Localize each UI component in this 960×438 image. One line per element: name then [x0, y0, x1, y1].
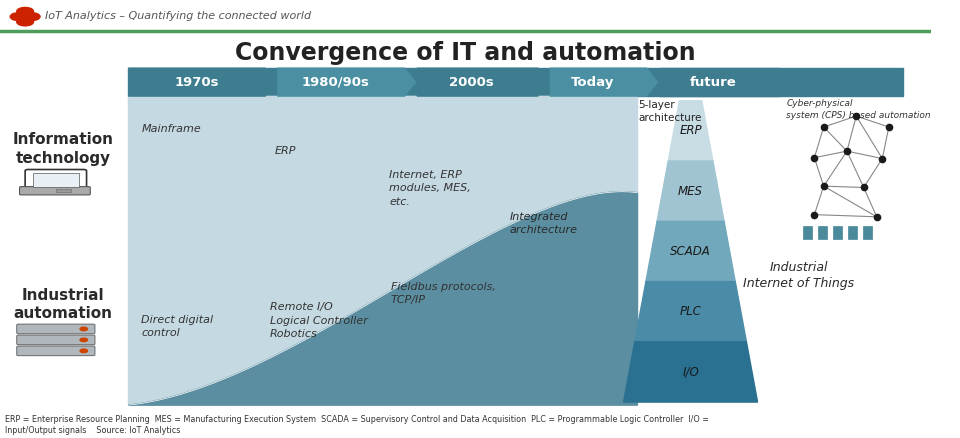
Text: Integrated
architecture: Integrated architecture	[510, 212, 578, 235]
Circle shape	[80, 338, 87, 342]
Text: 1980/90s: 1980/90s	[301, 76, 369, 88]
Text: Direct digital
control: Direct digital control	[141, 315, 213, 338]
Text: Convergence of IT and automation: Convergence of IT and automation	[235, 41, 696, 64]
Bar	[659, 68, 780, 96]
Bar	[863, 226, 872, 239]
Polygon shape	[129, 96, 637, 405]
FancyBboxPatch shape	[16, 335, 95, 345]
Text: 5-layer
architecture: 5-layer architecture	[638, 100, 702, 123]
Text: Cyber-physical
system (CPS) based automation: Cyber-physical system (CPS) based automa…	[786, 99, 931, 120]
Text: Information
technology: Information technology	[12, 132, 114, 166]
Text: Industrial
Internet of Things: Industrial Internet of Things	[743, 261, 854, 290]
Text: I/O: I/O	[683, 365, 699, 378]
Text: 1970s: 1970s	[175, 76, 219, 88]
Polygon shape	[129, 192, 637, 405]
Polygon shape	[646, 221, 735, 282]
Bar	[56, 189, 71, 192]
Text: ERP = Enterprise Resource Planning  MES = Manufacturing Execution System  SCADA : ERP = Enterprise Resource Planning MES =…	[5, 415, 708, 434]
Bar	[129, 68, 902, 96]
Circle shape	[16, 7, 34, 15]
Polygon shape	[624, 342, 757, 402]
Text: Today: Today	[570, 76, 614, 88]
Circle shape	[23, 13, 40, 21]
Polygon shape	[417, 68, 549, 96]
Text: MES: MES	[678, 185, 703, 198]
Text: Fieldbus protocols,
TCP/IP: Fieldbus protocols, TCP/IP	[391, 282, 495, 305]
Polygon shape	[277, 68, 416, 96]
Polygon shape	[129, 68, 276, 96]
Text: SCADA: SCADA	[670, 245, 711, 258]
Bar	[33, 173, 79, 187]
FancyBboxPatch shape	[25, 170, 86, 190]
Text: PLC: PLC	[680, 305, 702, 318]
Circle shape	[80, 327, 87, 331]
Text: IoT Analytics – Quantifying the connected world: IoT Analytics – Quantifying the connecte…	[45, 11, 311, 21]
Circle shape	[16, 18, 34, 26]
Circle shape	[80, 349, 87, 353]
FancyBboxPatch shape	[16, 346, 95, 356]
Bar	[804, 226, 812, 239]
Text: Internet, ERP
modules, MES,
etc.: Internet, ERP modules, MES, etc.	[389, 170, 470, 207]
Circle shape	[11, 13, 27, 21]
Text: ERP: ERP	[275, 146, 296, 156]
Polygon shape	[657, 161, 724, 221]
Polygon shape	[550, 68, 658, 96]
Bar	[848, 226, 857, 239]
FancyBboxPatch shape	[19, 187, 90, 195]
Polygon shape	[668, 101, 713, 161]
Text: Industrial
automation: Industrial automation	[13, 288, 112, 321]
Text: ERP: ERP	[680, 124, 702, 138]
Text: Remote I/O
Logical Controller
Robotics: Remote I/O Logical Controller Robotics	[270, 302, 368, 339]
Text: Mainframe: Mainframe	[141, 124, 202, 134]
Text: 2000s: 2000s	[449, 76, 493, 88]
Polygon shape	[635, 282, 747, 342]
Bar	[818, 226, 828, 239]
FancyBboxPatch shape	[16, 324, 95, 334]
Bar	[833, 226, 842, 239]
Text: future: future	[690, 76, 736, 88]
